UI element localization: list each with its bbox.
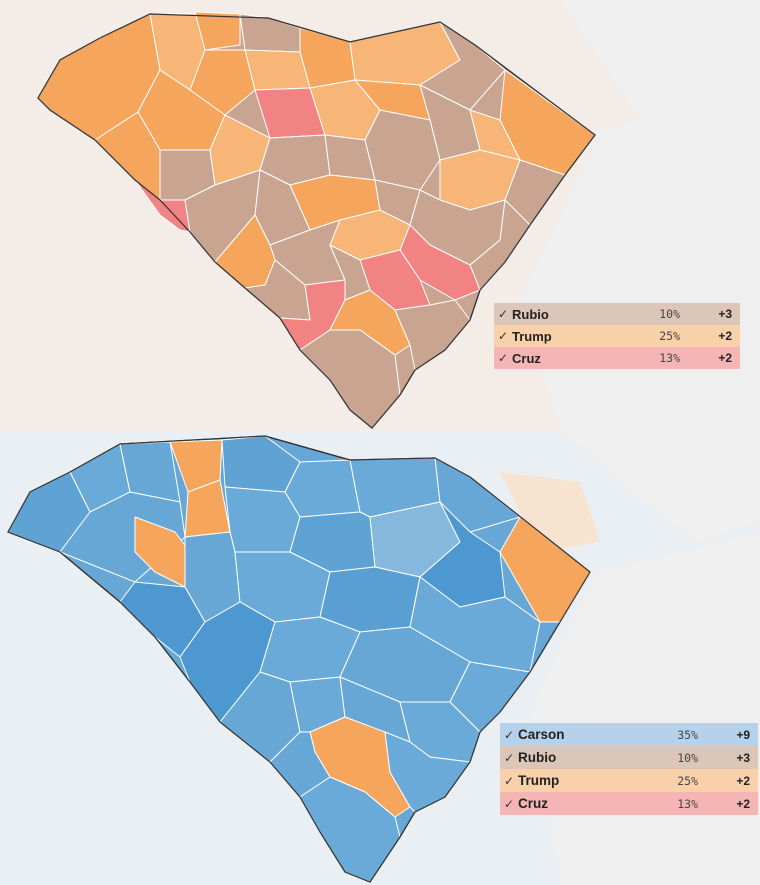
candidate-percent: 35%: [677, 727, 698, 742]
neighbor-region: [500, 472, 600, 552]
legend-bottom: ✓ Carson 35% +9 ✓ Rubio 10% +3 ✓ Trump 25% +2 ✓ Cruz 1…: [500, 723, 758, 815]
candidate-delta: +3: [736, 750, 750, 765]
county-group-top: [37, 11, 596, 429]
candidate-name: Carson: [518, 727, 565, 742]
candidate-delta: +2: [718, 329, 732, 343]
map-panel-bottom: ✓ Carson 35% +9 ✓ Rubio 10% +3 ✓ Trump 25% +2 ✓ Cruz 1…: [0, 432, 760, 885]
candidate-delta: +3: [718, 307, 732, 321]
county[interactable]: [194, 11, 241, 51]
candidate-delta: +2: [736, 796, 750, 811]
checkmark-icon: ✓: [503, 750, 515, 765]
candidate-name: Rubio: [518, 750, 557, 765]
candidate-name: Cruz: [512, 350, 541, 366]
candidate-delta: +2: [736, 773, 750, 788]
candidate-name: Trump: [512, 328, 552, 344]
legend-row-rubio[interactable]: ✓ Rubio 10% +3: [494, 303, 740, 325]
candidate-percent: 10%: [677, 750, 698, 765]
county[interactable]: [189, 49, 256, 116]
legend-row-carson[interactable]: ✓ Carson 35% +9: [500, 723, 758, 746]
map-panel-top: ✓ Rubio 10% +3 ✓ Trump 25% +2 ✓ Cruz 13% +2: [0, 0, 760, 432]
candidate-percent: 13%: [677, 796, 698, 811]
legend-row-trump[interactable]: ✓ Trump 25% +2: [494, 325, 740, 347]
candidate-name: Rubio: [512, 306, 549, 322]
candidate-delta: +9: [736, 727, 750, 742]
candidate-name: Trump: [518, 773, 560, 788]
checkmark-icon: ✓: [503, 727, 515, 742]
legend-top: ✓ Rubio 10% +3 ✓ Trump 25% +2 ✓ Cruz 13% +2: [494, 303, 740, 369]
candidate-percent: 10%: [659, 307, 680, 321]
legend-row-trump[interactable]: ✓ Trump 25% +2: [500, 769, 758, 792]
checkmark-icon: ✓: [497, 351, 509, 365]
state-map-bottom[interactable]: [0, 432, 760, 885]
candidate-percent: 25%: [659, 329, 680, 343]
legend-row-rubio[interactable]: ✓ Rubio 10% +3: [500, 746, 758, 769]
checkmark-icon: ✓: [503, 773, 515, 788]
candidate-percent: 13%: [659, 351, 680, 365]
legend-row-cruz[interactable]: ✓ Cruz 13% +2: [494, 347, 740, 369]
county[interactable]: [244, 49, 311, 91]
ocean-region: [560, 432, 760, 542]
candidate-delta: +2: [718, 351, 732, 365]
checkmark-icon: ✓: [497, 307, 509, 321]
checkmark-icon: ✓: [497, 329, 509, 343]
legend-row-cruz[interactable]: ✓ Cruz 13% +2: [500, 792, 758, 815]
state-border: [37, 13, 596, 429]
state-border: [7, 435, 591, 883]
candidate-percent: 25%: [677, 773, 698, 788]
candidate-name: Cruz: [518, 796, 548, 811]
checkmark-icon: ✓: [503, 796, 515, 811]
county[interactable]: [284, 459, 361, 518]
